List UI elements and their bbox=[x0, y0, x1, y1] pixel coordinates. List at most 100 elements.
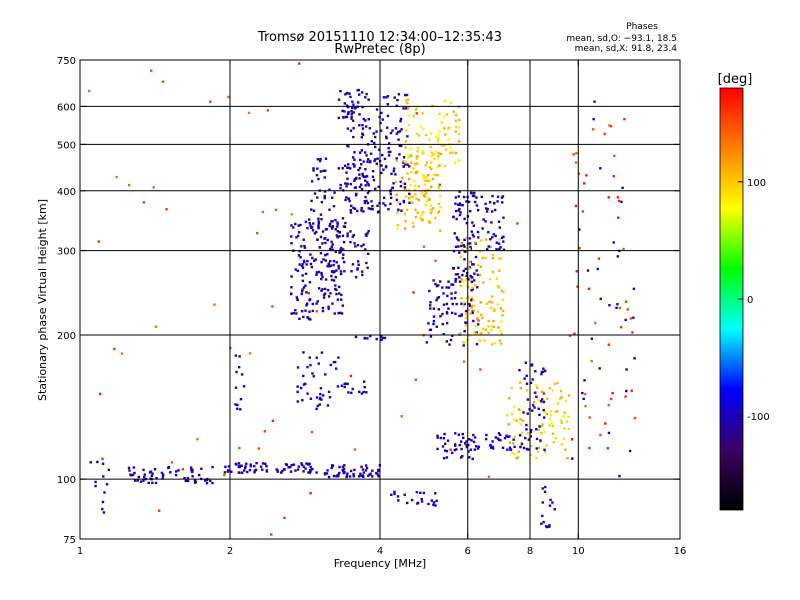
data-point bbox=[174, 470, 178, 473]
data-point bbox=[361, 133, 365, 136]
data-point bbox=[344, 93, 347, 96]
data-point bbox=[465, 445, 469, 449]
data-point bbox=[332, 263, 335, 267]
data-point bbox=[438, 130, 441, 133]
data-point bbox=[309, 470, 312, 473]
data-point bbox=[445, 286, 448, 289]
data-point bbox=[227, 465, 231, 468]
data-point bbox=[420, 497, 423, 501]
data-point bbox=[525, 382, 529, 385]
data-point bbox=[494, 436, 498, 439]
data-point bbox=[410, 498, 414, 502]
data-point bbox=[417, 198, 421, 202]
data-point bbox=[365, 391, 368, 394]
data-point bbox=[327, 262, 330, 265]
data-point bbox=[315, 407, 318, 411]
data-point bbox=[487, 319, 490, 323]
data-point bbox=[411, 221, 415, 225]
data-point bbox=[350, 117, 353, 120]
data-point bbox=[416, 150, 419, 153]
data-point bbox=[474, 200, 477, 204]
data-point bbox=[406, 172, 409, 175]
y-tick-label: 75 bbox=[63, 535, 76, 546]
data-point bbox=[432, 279, 435, 282]
data-point bbox=[486, 248, 489, 251]
data-point bbox=[358, 124, 361, 127]
data-point bbox=[539, 399, 543, 403]
data-point bbox=[94, 480, 97, 484]
data-point bbox=[475, 204, 479, 207]
data-point bbox=[360, 206, 363, 210]
data-point bbox=[455, 217, 458, 221]
data-point bbox=[450, 283, 453, 286]
data-point bbox=[457, 195, 460, 198]
data-point bbox=[320, 398, 323, 401]
data-point bbox=[423, 195, 426, 198]
data-point bbox=[354, 106, 357, 110]
data-point bbox=[336, 230, 340, 233]
data-point bbox=[342, 116, 345, 119]
data-point bbox=[429, 145, 432, 149]
data-point bbox=[311, 256, 314, 260]
data-point bbox=[334, 367, 338, 370]
data-point bbox=[588, 446, 591, 450]
data-point bbox=[373, 141, 376, 145]
data-point bbox=[500, 289, 504, 292]
data-point bbox=[348, 475, 352, 478]
data-point bbox=[324, 253, 327, 257]
data-point bbox=[499, 329, 502, 333]
data-point bbox=[324, 278, 328, 281]
data-point bbox=[397, 499, 400, 502]
data-point bbox=[328, 247, 332, 251]
data-point bbox=[524, 361, 528, 364]
data-point bbox=[435, 325, 438, 328]
data-point bbox=[421, 112, 424, 115]
data-point bbox=[320, 260, 323, 264]
data-point bbox=[513, 405, 516, 409]
data-point bbox=[460, 278, 463, 281]
data-point bbox=[346, 112, 350, 116]
data-point bbox=[371, 208, 374, 211]
x-tick-label: 16 bbox=[674, 546, 687, 557]
data-point bbox=[245, 462, 248, 465]
data-point bbox=[513, 445, 516, 449]
data-point bbox=[550, 413, 553, 417]
data-point bbox=[421, 150, 425, 153]
data-point bbox=[143, 473, 147, 476]
data-point bbox=[107, 468, 111, 472]
data-point bbox=[559, 397, 562, 400]
data-point bbox=[150, 69, 153, 72]
data-point bbox=[575, 270, 578, 273]
data-point bbox=[323, 287, 327, 291]
data-point bbox=[317, 287, 321, 290]
data-point bbox=[392, 182, 395, 185]
data-point bbox=[531, 409, 534, 412]
data-point bbox=[430, 104, 433, 107]
data-point bbox=[143, 475, 146, 479]
data-point bbox=[474, 284, 477, 287]
data-point bbox=[535, 447, 538, 450]
data-point bbox=[352, 233, 355, 237]
data-point bbox=[205, 481, 209, 485]
data-point bbox=[370, 140, 374, 143]
data-point bbox=[383, 336, 387, 340]
data-point bbox=[452, 266, 455, 270]
data-point bbox=[478, 339, 482, 342]
data-point bbox=[363, 201, 367, 205]
data-point bbox=[389, 150, 392, 154]
data-point bbox=[501, 195, 505, 198]
data-point bbox=[330, 466, 333, 470]
data-point bbox=[461, 280, 465, 283]
data-point bbox=[321, 242, 324, 245]
data-point bbox=[317, 270, 321, 274]
data-point bbox=[363, 151, 367, 154]
data-point bbox=[323, 237, 326, 240]
data-point bbox=[343, 270, 346, 273]
data-point bbox=[339, 250, 342, 254]
data-point bbox=[521, 419, 525, 422]
data-point bbox=[451, 283, 455, 286]
data-point bbox=[409, 195, 412, 198]
data-point bbox=[287, 466, 290, 469]
data-point bbox=[458, 202, 462, 205]
data-point bbox=[332, 360, 336, 364]
